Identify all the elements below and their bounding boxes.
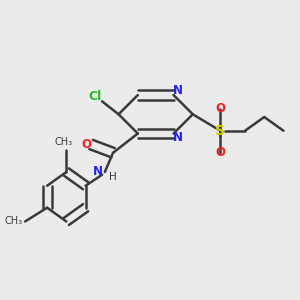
Text: O: O: [215, 102, 225, 115]
Text: CH₃: CH₃: [55, 137, 73, 147]
Text: S: S: [215, 124, 225, 138]
Text: O: O: [81, 138, 91, 151]
Text: N: N: [173, 84, 183, 98]
Text: N: N: [93, 166, 103, 178]
Text: Cl: Cl: [88, 90, 102, 103]
Text: O: O: [215, 146, 225, 159]
Text: N: N: [173, 131, 183, 144]
Text: CH₃: CH₃: [4, 217, 22, 226]
Text: H: H: [109, 172, 116, 182]
